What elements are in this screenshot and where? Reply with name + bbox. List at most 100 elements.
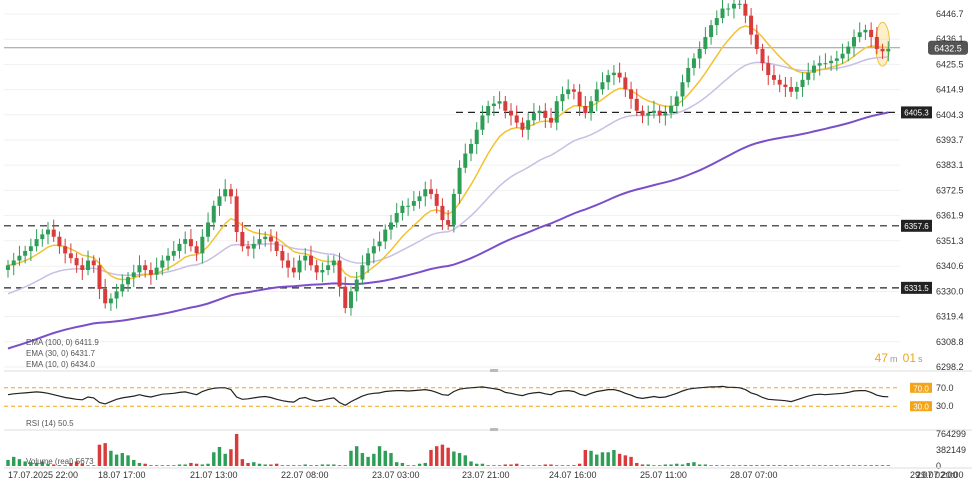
rsi-panel: 70.0 70.0 30.0 30.0 bbox=[4, 369, 972, 412]
volume-bar bbox=[40, 461, 45, 466]
candle-body bbox=[857, 32, 862, 38]
level-tag bbox=[901, 106, 932, 119]
countdown-minutes: 47 bbox=[875, 351, 889, 365]
volume-bar bbox=[252, 462, 256, 466]
volume-bar bbox=[440, 444, 445, 466]
volume-bar bbox=[777, 465, 782, 466]
candle-body bbox=[160, 260, 165, 268]
candle-body bbox=[846, 46, 851, 54]
volume-bar bbox=[269, 464, 273, 466]
volume-bar bbox=[46, 463, 50, 466]
countdown-min-unit: m bbox=[890, 354, 898, 364]
candle-body bbox=[280, 250, 285, 261]
candle-body bbox=[531, 113, 536, 121]
rsi-level-tag bbox=[910, 382, 932, 393]
candle-body bbox=[120, 284, 125, 292]
candle-body bbox=[400, 205, 405, 213]
volume-bar bbox=[560, 465, 565, 466]
volume-bar bbox=[383, 450, 387, 466]
candle-body bbox=[371, 246, 376, 254]
volume-bar bbox=[583, 450, 588, 466]
candle-body bbox=[491, 103, 496, 106]
volume-bar bbox=[486, 465, 490, 466]
candle-body bbox=[74, 258, 79, 266]
candles bbox=[5, 0, 891, 316]
price-tick-label: 6393.7 bbox=[936, 135, 964, 145]
volume-bar bbox=[52, 464, 56, 466]
time-tick-label: 28.07 07:00 bbox=[730, 470, 778, 480]
time-tick-label: 29.07 02:00 bbox=[910, 470, 958, 480]
price-tick-label: 6340.6 bbox=[936, 261, 964, 271]
volume-bar bbox=[715, 465, 719, 466]
candle-body bbox=[51, 229, 56, 237]
volume-bar bbox=[406, 465, 410, 466]
volume-bar bbox=[160, 465, 165, 466]
volume-bar bbox=[257, 463, 262, 466]
volume-bar bbox=[606, 452, 610, 466]
volume-bar bbox=[372, 453, 376, 466]
volume-bar bbox=[720, 465, 725, 466]
candle-body bbox=[11, 260, 16, 266]
candle-body bbox=[646, 113, 651, 116]
candle-body bbox=[40, 234, 45, 240]
time-tick-label: 25.07 11:00 bbox=[640, 470, 687, 480]
candle-body bbox=[126, 277, 131, 285]
volume-bar bbox=[326, 464, 330, 466]
level-tag bbox=[901, 281, 932, 294]
candle-body bbox=[720, 8, 725, 19]
candle-body bbox=[23, 250, 28, 256]
price-tick-label: 6361.9 bbox=[936, 211, 964, 221]
volume-panel: 764299 382149 0 bbox=[4, 428, 972, 471]
candle-body bbox=[417, 196, 422, 202]
volume-bar bbox=[400, 462, 405, 466]
candle-body bbox=[880, 48, 885, 52]
candle-body bbox=[308, 255, 313, 266]
candle-body bbox=[217, 196, 222, 206]
volume-bar bbox=[332, 464, 336, 466]
candle-body bbox=[526, 120, 531, 130]
volume-bar bbox=[240, 459, 245, 466]
volume-bar bbox=[577, 463, 582, 466]
candle-body bbox=[703, 37, 708, 49]
volume-bar bbox=[543, 464, 548, 466]
price-tick-label: 6319.4 bbox=[936, 312, 964, 322]
candle-body bbox=[240, 231, 245, 247]
volume-bar bbox=[537, 465, 542, 466]
ema100-legend: EMA (100, 0) 6411.9 bbox=[26, 338, 99, 347]
candle-body bbox=[691, 58, 696, 68]
volume-bar bbox=[246, 462, 250, 466]
horizontal-levels: 6405.3 6357.6 6331.5 6432.5 bbox=[4, 21, 968, 294]
candle-body bbox=[206, 222, 211, 237]
volume-bar bbox=[852, 465, 856, 466]
volume-bar bbox=[857, 465, 862, 466]
volume-bar bbox=[17, 459, 22, 466]
volume-bar bbox=[423, 462, 427, 466]
candle-body bbox=[726, 8, 731, 10]
candle-body bbox=[234, 196, 239, 232]
candle-body bbox=[434, 193, 439, 206]
axes: 6446.7 6436.1 6425.5 6414.9 6404.3 6393.7 6383… bbox=[4, 9, 972, 480]
candle-body bbox=[863, 29, 868, 33]
candle-body bbox=[103, 289, 108, 304]
volume-bar bbox=[177, 464, 182, 466]
volume-bar bbox=[109, 450, 113, 466]
rsi-level-tag-label: 30.0 bbox=[913, 403, 929, 412]
volume-legend: Volume (real) 5673 bbox=[26, 457, 94, 466]
candle-body bbox=[200, 236, 205, 254]
volume-bar bbox=[132, 459, 136, 466]
volume-bar bbox=[766, 465, 770, 466]
volume-bar bbox=[349, 450, 353, 466]
candle-body bbox=[251, 243, 256, 249]
volume-bar bbox=[229, 449, 233, 466]
candle-body bbox=[731, 3, 736, 9]
volume-bar bbox=[34, 462, 39, 466]
current-price-label: 6432.5 bbox=[934, 43, 962, 53]
volume-drag-handle bbox=[490, 428, 498, 431]
candle-body bbox=[714, 18, 719, 26]
candle-body bbox=[520, 122, 525, 130]
candle-body bbox=[297, 260, 302, 273]
candle-body bbox=[783, 84, 788, 87]
